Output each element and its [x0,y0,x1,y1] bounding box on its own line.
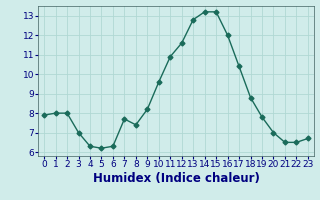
X-axis label: Humidex (Indice chaleur): Humidex (Indice chaleur) [92,172,260,185]
